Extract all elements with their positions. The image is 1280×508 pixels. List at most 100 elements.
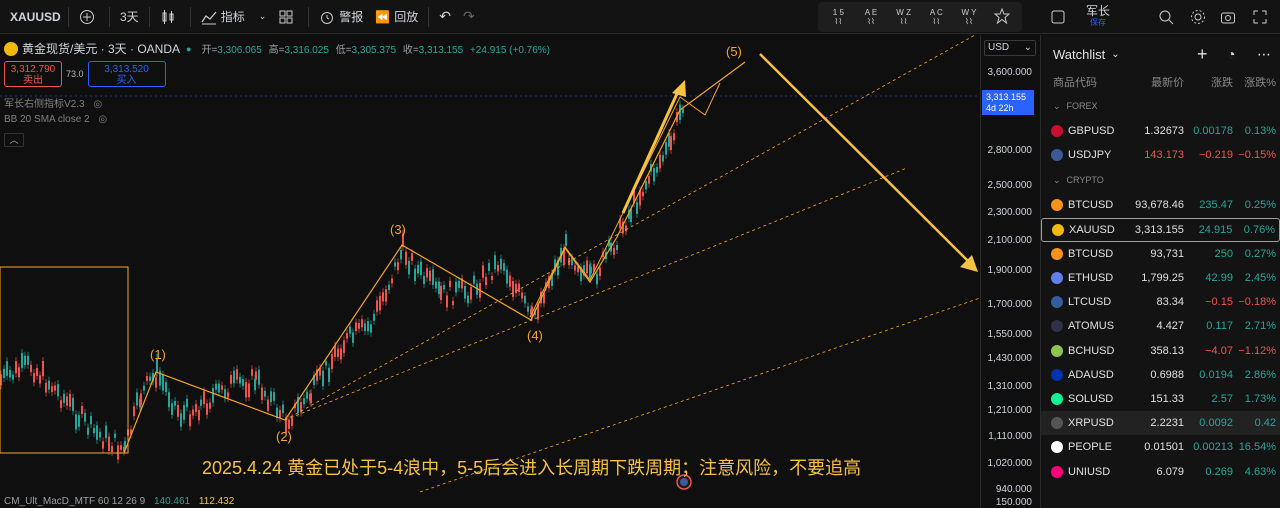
watchlist-row-atomus[interactable]: ATOMUS 4.427 0.117 2.71% (1041, 314, 1280, 338)
down-arrow-head (960, 255, 978, 272)
watchlist-row-adausd[interactable]: ADAUSD 0.6988 0.0194 2.86% (1041, 363, 1280, 387)
watchlist-row-xrpusd[interactable]: XRPUSD 2.2231 0.0092 0.42 (1041, 411, 1280, 436)
watchlist-row-btcusd[interactable]: BTCUSD 93,731 250 0.27% (1041, 242, 1280, 266)
watchlist-row-gbpusd[interactable]: GBPUSD 1.32673 0.00178 0.13% (1041, 119, 1280, 143)
chart-pie-icon[interactable]: ◔ (1227, 46, 1236, 62)
watchlist-row-bchusd[interactable]: BCHUSD 358.13 −4.07 −1.12% (1041, 339, 1280, 363)
eye-off-icon[interactable]: ◎ (98, 114, 108, 125)
candle-body (124, 440, 126, 449)
sell-button[interactable]: 3,312.790 卖出 (4, 61, 62, 87)
candle-body (491, 275, 493, 281)
gold-symbol-icon (4, 41, 18, 56)
alerts-button[interactable]: 警报 (313, 0, 369, 34)
watchlist-row-people[interactable]: PEOPLE 0.01501 0.00213 16.54% (1041, 435, 1280, 459)
watchlist-row-xauusd[interactable]: XAUUSD 3,313.155 24.915 0.76% (1041, 217, 1280, 242)
watchlist-row-usdjpy[interactable]: USDJPY 143.173 −0.219 −0.15% (1041, 143, 1280, 167)
candle-body (90, 415, 92, 425)
candle-body (639, 190, 641, 206)
candle-body (215, 383, 217, 390)
layout-toggle-button[interactable] (1044, 0, 1072, 34)
compare-button[interactable] (73, 0, 105, 34)
candle-body (337, 348, 339, 357)
candle-body (258, 369, 260, 385)
col-change-pct[interactable]: 涨跌% (1244, 77, 1276, 89)
candle-body (527, 306, 529, 312)
watchlist-section-forex[interactable]: ⌄ FOREX (1053, 100, 1098, 112)
candle-body (494, 255, 496, 270)
watchlist-row-ethusd[interactable]: ETHUSD 1,799.25 42.99 2.45% (1041, 266, 1280, 290)
change: 250 (1214, 247, 1233, 260)
undo-button[interactable]: ↶ (433, 0, 457, 34)
asset-icon (1051, 125, 1063, 138)
symbol-search[interactable]: XAUUSD (0, 0, 64, 34)
collapse-legend-button[interactable]: ︿ (4, 133, 24, 147)
currency-select[interactable]: USD ⌄ (984, 40, 1036, 56)
watchlist-row-btcusd[interactable]: BTCUSD 93,678.46 235.47 0.25% (1041, 193, 1280, 217)
change: 0.00213 (1193, 441, 1233, 454)
quick-search-button[interactable] (1152, 0, 1180, 34)
candle-body (133, 406, 135, 417)
elliott-triangle-button[interactable]: W Z ⌇⌇ (896, 8, 911, 26)
asset-icon (1051, 296, 1063, 309)
price-axis-label: 150.000 (995, 497, 1032, 508)
price-chart[interactable]: (1) (2) (3) (4) (5) (0, 35, 980, 508)
more-icon[interactable]: ⋯ (1257, 45, 1271, 62)
layout-button[interactable] (272, 0, 304, 34)
favorite-star-button[interactable] (990, 7, 1014, 26)
replay-button[interactable]: ⏪ 回放 (369, 0, 424, 34)
candle-body (96, 425, 98, 440)
redo-button[interactable]: ↷ (457, 0, 481, 34)
chart-canvas[interactable]: (1) (2) (3) (4) (5) (0, 35, 980, 508)
candle-body (130, 429, 132, 435)
candle-body (162, 374, 164, 391)
candle-body (136, 392, 138, 406)
col-change[interactable]: 涨跌 (1210, 77, 1233, 89)
price-axis-label: 1,550.000 (987, 329, 1033, 340)
indicator-legend-2[interactable]: BB 20 SMA close 2 ◎ (4, 114, 108, 125)
down-arrow-shaft (759, 53, 971, 264)
candle-body (577, 266, 579, 273)
watchlist-row-ltcusd[interactable]: LTCUSD 83.34 −0.15 −0.18% (1041, 290, 1280, 314)
settings-button[interactable] (1184, 0, 1212, 34)
candle-body (313, 375, 315, 385)
snapshot-button[interactable] (1214, 0, 1242, 34)
asset-icon (1051, 465, 1063, 478)
indicators-button[interactable]: 指标 ⌄ (195, 0, 273, 34)
indicator-legend-1[interactable]: 军长右侧指标V2.3 ◎ (4, 99, 103, 110)
symbol-label: XAUUSD (10, 9, 61, 24)
fullscreen-button[interactable] (1246, 0, 1274, 34)
watchlist-row-solusd[interactable]: SOLUSD 151.33 2.57 1.73% (1041, 387, 1280, 411)
candle-body (75, 414, 77, 430)
wave-label-2: (2) (276, 429, 292, 444)
account-button[interactable]: 军长 保存 (1086, 5, 1110, 28)
change: 24.915 (1198, 223, 1233, 236)
candle-body (334, 345, 336, 357)
watchlist-section-crypto[interactable]: ⌄ CRYPTO (1053, 174, 1104, 186)
chevron-down-icon[interactable]: ⌄ (1111, 48, 1120, 60)
watchlist-row-uniusd[interactable]: UNIUSD 6.079 0.269 4.63% (1041, 459, 1280, 483)
watchlist-title[interactable]: Watchlist (1053, 46, 1106, 62)
candle-body (254, 379, 256, 391)
chart-type-button[interactable] (154, 0, 186, 34)
elliott-double-button[interactable]: W Y ⌇⌇ (961, 8, 977, 26)
elliott-abc-button[interactable]: A C ⌇⌇ (929, 8, 943, 26)
interval-button[interactable]: 3天 (120, 10, 139, 24)
buy-button[interactable]: 3,313.520 买入 (87, 61, 166, 87)
eye-off-icon[interactable]: ◎ (93, 99, 103, 110)
candle-body (276, 407, 278, 419)
candle-body (653, 168, 655, 182)
add-symbol-icon[interactable]: + (1197, 43, 1208, 64)
candle-body (665, 142, 667, 155)
col-price[interactable]: 最新价 (1151, 77, 1185, 89)
candle-body (242, 379, 244, 386)
col-symbol[interactable]: 商品代码 (1053, 77, 1097, 89)
candle-body (563, 247, 565, 264)
legend-title[interactable]: 黄金现货/美元 · 3天 · OANDA (22, 42, 181, 56)
candle-body (608, 239, 610, 247)
candle-body (174, 400, 176, 406)
candle-body (200, 399, 202, 406)
elliott-impulse-button[interactable]: 1 5 ⌇⌇ (832, 8, 844, 26)
elliott-correction-button[interactable]: A E ⌇⌇ (864, 8, 878, 26)
change: 0.0194 (1199, 368, 1233, 381)
candle-body (388, 284, 390, 290)
